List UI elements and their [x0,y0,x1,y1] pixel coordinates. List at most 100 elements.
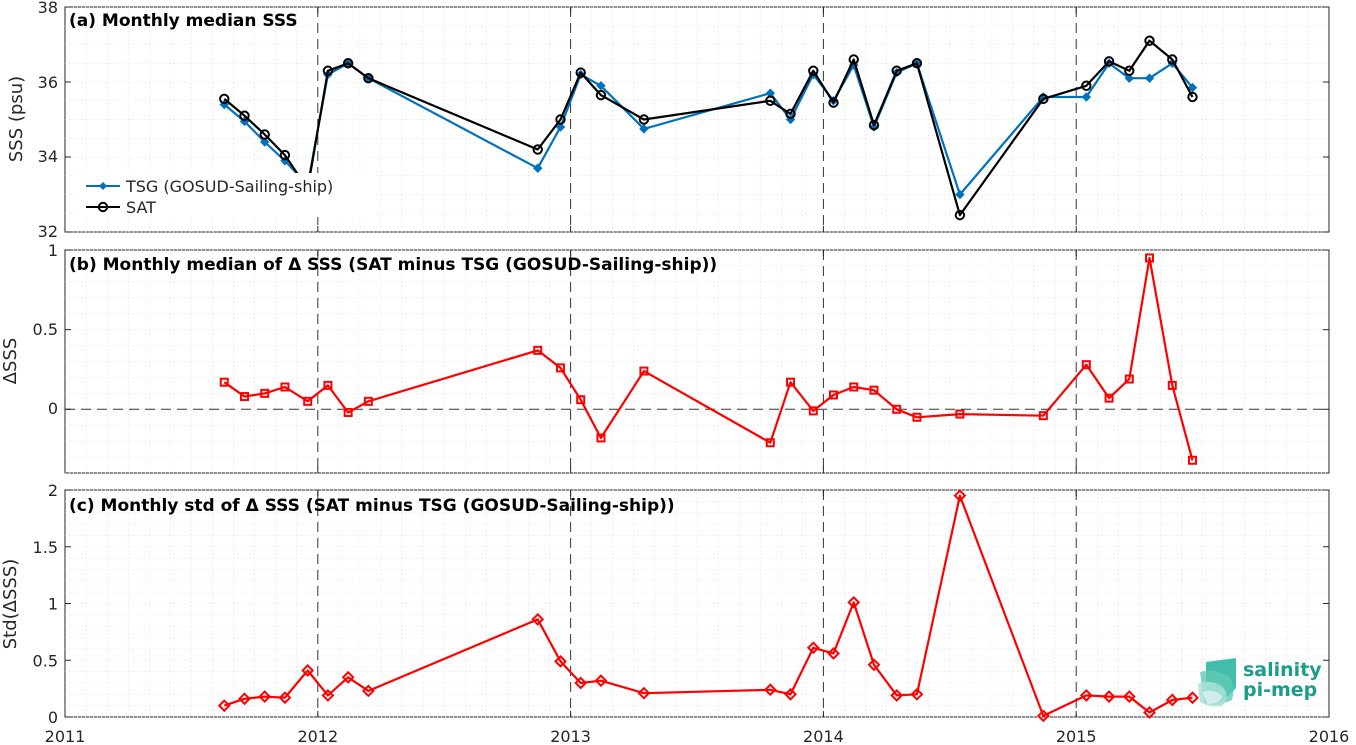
data-point-marker [955,409,965,419]
data-point-marker [555,122,566,132]
data-point-marker [1081,80,1092,91]
panel-c-ytick-label: 0 [48,708,58,727]
data-point-marker [258,690,272,703]
data-point-marker [279,149,291,161]
data-point-marker [219,93,230,105]
data-point-marker [890,689,904,702]
data-point-marker [1102,690,1116,703]
data-point-marker [323,380,333,390]
data-point-marker [554,654,567,668]
panel-c-monthly-std-delta-sss: (c) Monthly std of Δ SSS (SAT minus TSG … [0,481,1349,745]
data-point-marker [1167,54,1178,65]
data-point-marker [868,119,880,131]
panel-b-ylabel: ΔSSS [0,338,21,385]
panel-b-ytick-label: 1 [48,241,58,260]
data-point-marker [1167,380,1177,390]
panel-a-ytick-label: 36 [38,73,58,92]
panel-b-ytick-label: 0.5 [33,320,58,339]
series-line-2-0 [223,494,1193,718]
data-point-marker [321,689,335,702]
x-tick-label: 2016 [1309,727,1350,745]
panel-c-ytick-label: 0.5 [33,651,58,670]
panel-b-ytick-label: 0 [48,399,58,418]
data-point-marker [574,676,588,690]
data-point-marker [322,65,334,76]
data-point-marker [784,687,797,701]
panel-c-ytick-label: 1.5 [33,538,58,557]
data-point-marker [763,683,777,697]
data-point-marker [576,395,586,405]
logo-text-salinity: salinity [1243,659,1322,681]
data-point-marker [892,404,902,414]
data-point-marker [786,377,796,387]
data-point-marker [596,433,606,443]
panel-c-ylabel: Std(ΔSSS) [0,559,21,650]
panel-b-title: (b) Monthly median of Δ SSS (SAT minus T… [69,255,717,275]
data-point-marker [219,377,229,387]
data-point-marker [238,692,251,706]
data-point-marker [953,489,967,503]
panel-c-title: (c) Monthly std of Δ SSS (SAT minus TSG … [69,496,675,516]
data-point-marker [594,674,608,688]
data-point-marker [638,114,650,125]
data-point-marker [303,396,313,406]
data-point-marker [1036,709,1050,723]
legend-tsg-marker [99,182,107,190]
salinity-pi-mep-logo: salinity pi-mep [1198,658,1322,707]
data-point-marker [363,396,373,406]
data-point-marker [848,54,859,65]
data-point-marker [280,382,290,392]
data-point-marker [217,699,231,713]
data-point-marker [847,595,861,609]
data-point-marker [849,382,859,392]
data-point-marker [1145,253,1155,263]
data-point-marker [1144,35,1155,46]
data-point-marker [1038,411,1048,421]
data-point-marker [912,412,922,422]
data-point-marker [361,684,375,698]
data-point-marker [765,438,775,448]
data-point-marker [910,687,924,701]
data-point-marker [595,89,607,101]
data-point-marker [1143,706,1156,719]
panel-a-title: (a) Monthly median SSS [69,11,298,31]
data-point-marker [533,345,543,355]
data-point-marker [785,108,796,120]
series-line-0-1 [223,39,1194,217]
data-point-marker [828,97,839,108]
data-point-marker [869,385,879,395]
panel-a-ytick-label: 38 [38,0,58,17]
data-point-marker [639,124,649,134]
data-point-marker [259,129,270,140]
data-point-marker [239,110,250,121]
data-point-marker [1122,690,1136,703]
legend: TSG (GOSUD-Sailing-ship) SAT [76,173,374,217]
data-point-marker [341,670,355,684]
data-point-marker [555,114,566,125]
data-point-marker [1038,93,1049,105]
x-tick-label: 2013 [550,727,591,745]
data-point-marker [301,664,315,677]
x-tick-label: 2014 [803,727,844,745]
data-point-marker [639,366,649,376]
data-point-marker [1165,693,1179,707]
data-point-marker [1104,393,1114,403]
data-point-marker [555,363,565,373]
data-point-marker [891,65,902,76]
data-point-marker [278,691,292,705]
data-point-marker [1124,374,1134,384]
data-point-marker [1124,65,1135,76]
data-point-marker [1187,91,1198,103]
panel-a-monthly-median-sss: (a) Monthly median SSS SSS (psu) 32 34 3… [6,0,1330,241]
data-point-marker [596,81,606,91]
data-point-marker [1079,689,1093,702]
data-point-marker [1103,56,1115,67]
data-point-marker [911,58,923,69]
data-point-marker [533,163,543,173]
panel-a-ylabel: SSS (psu) [6,76,27,162]
data-point-marker [808,406,818,416]
data-point-marker [1187,455,1197,465]
data-point-marker [575,67,586,78]
data-point-marker [829,390,839,400]
